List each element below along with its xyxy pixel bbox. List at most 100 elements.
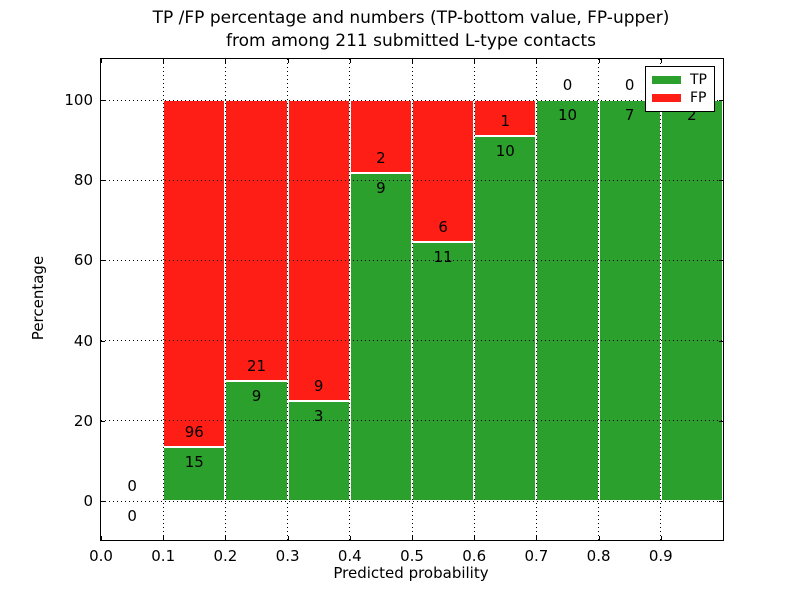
y-tick-label: 100 <box>64 91 93 109</box>
tp-color-swatch <box>652 76 681 84</box>
x-tick-mark <box>101 536 102 540</box>
legend-item-tp: TP <box>652 73 708 87</box>
legend-label-fp: FP <box>690 90 707 106</box>
fp-count-label: 0 <box>562 76 573 94</box>
tp-count-label: 9 <box>376 178 386 197</box>
x-axis-label: Predicted probability <box>333 564 489 582</box>
v-gridline <box>224 59 226 540</box>
tp-bar-segment <box>474 136 537 501</box>
y-tick-mark <box>101 100 105 101</box>
x-tick-label: 0.5 <box>400 547 424 565</box>
fp-color-swatch <box>652 94 681 102</box>
legend: TP FP <box>645 66 715 112</box>
tp-count-label: 9 <box>251 386 262 405</box>
x-tick-label: 0.3 <box>275 547 300 565</box>
legend-item-fp: FP <box>652 91 708 105</box>
y-tick-mark <box>719 100 723 101</box>
y-tick-label: 40 <box>73 331 93 350</box>
fp-bar-segment <box>412 100 475 242</box>
v-gridline <box>287 59 289 540</box>
tp-bar-segment <box>349 172 412 501</box>
y-tick-mark <box>719 340 723 342</box>
y-tick-mark <box>719 260 723 262</box>
v-gridline <box>535 59 537 540</box>
v-gridline <box>349 59 351 540</box>
plot-area: 009615219932961111001007020.00.10.20.30.… <box>64 58 724 565</box>
x-tick-mark <box>660 59 662 63</box>
x-tick-mark <box>349 536 351 540</box>
tp-bar-segment <box>660 100 723 501</box>
fp-count-label: 6 <box>438 217 448 236</box>
tp-count-label: 2 <box>687 106 697 124</box>
v-gridline <box>473 59 475 540</box>
x-tick-mark <box>474 59 476 63</box>
fp-bar-segment <box>349 100 412 173</box>
tp-count-label: 10 <box>495 142 515 161</box>
tp-count-label: 0 <box>127 507 137 525</box>
tp-bar-segment <box>598 100 661 501</box>
tp-bar-segment <box>536 100 599 501</box>
x-tick-label: 0.9 <box>648 547 673 565</box>
v-gridline <box>162 59 164 540</box>
y-tick-label: 0 <box>83 492 93 510</box>
chart-title-line2: from among 211 submitted L-type contacts <box>225 31 597 51</box>
x-tick-label: 0.6 <box>462 547 487 565</box>
tp-bar-segment <box>225 380 288 501</box>
v-gridline <box>411 59 413 540</box>
y-axis-label: Percentage <box>29 255 47 341</box>
x-tick-label: 0.1 <box>151 547 176 565</box>
y-tick-mark <box>101 260 105 262</box>
x-tick-mark <box>163 59 165 63</box>
fp-count-label: 96 <box>184 422 204 441</box>
x-tick-mark <box>536 59 538 63</box>
tp-bar-segment <box>163 446 226 501</box>
y-tick-mark <box>101 180 105 182</box>
x-tick-label: 0.4 <box>337 547 362 565</box>
y-tick-mark <box>101 340 105 342</box>
chart-title-line1: TP /FP percentage and numbers (TP-bottom… <box>152 8 670 28</box>
v-gridline <box>598 59 600 540</box>
y-tick-mark <box>719 501 723 502</box>
tp-count-label: 10 <box>557 106 578 124</box>
tp-count-label: 11 <box>433 247 453 266</box>
tp-count-label: 15 <box>184 452 204 471</box>
y-tick-mark <box>101 420 105 422</box>
fp-count-label: 1 <box>500 112 511 131</box>
y-tick-label: 60 <box>73 251 93 270</box>
y-tick-mark <box>719 420 723 422</box>
x-tick-mark <box>598 536 600 540</box>
fp-bar-segment <box>225 100 288 381</box>
fp-count-label: 9 <box>313 376 324 395</box>
x-tick-mark <box>225 536 227 540</box>
y-tick-label: 80 <box>73 171 93 190</box>
fp-count-label: 0 <box>624 76 635 94</box>
x-tick-mark <box>101 59 102 63</box>
y-tick-label: 20 <box>73 411 93 430</box>
y-tick-mark <box>101 501 105 502</box>
x-tick-mark <box>474 536 476 540</box>
x-tick-label: 0.8 <box>586 547 611 565</box>
x-tick-mark <box>287 59 289 63</box>
legend-label-tp: TP <box>690 72 707 88</box>
x-tick-label: 0.7 <box>524 547 549 565</box>
tp-bar-segment <box>287 400 350 501</box>
tp-count-label: 7 <box>624 106 635 124</box>
x-tick-mark <box>412 536 413 540</box>
y-tick-mark <box>719 180 723 182</box>
x-tick-mark <box>287 536 289 540</box>
x-tick-mark <box>349 59 351 63</box>
tp-bar-segment <box>412 241 475 501</box>
fp-bar-segment <box>163 100 226 447</box>
x-tick-label: 0.2 <box>213 547 238 565</box>
x-tick-mark <box>660 536 662 540</box>
fp-count-label: 21 <box>246 356 267 375</box>
x-tick-mark <box>412 59 413 63</box>
fp-bar-segment <box>474 100 537 137</box>
x-tick-mark <box>225 59 227 63</box>
x-tick-label: 0.0 <box>89 547 113 565</box>
fp-count-label: 2 <box>376 148 386 167</box>
v-gridline <box>660 59 662 540</box>
x-tick-mark <box>536 536 538 540</box>
fp-bar-segment <box>287 100 350 401</box>
